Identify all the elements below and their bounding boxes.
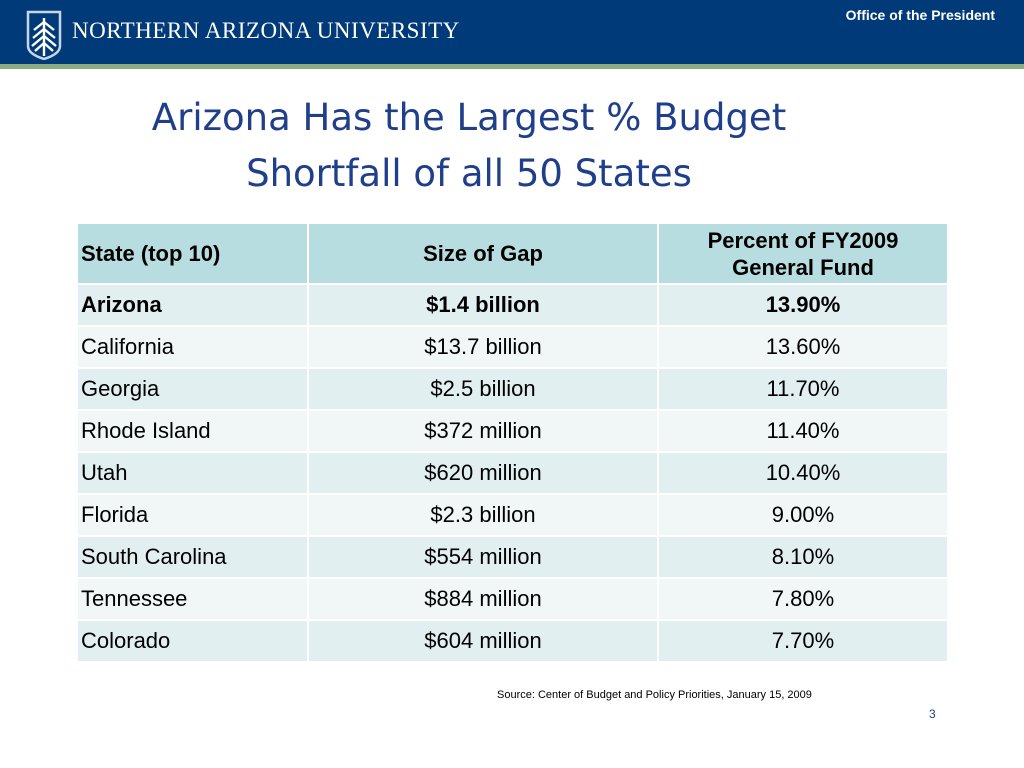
table-header-row: State (top 10) Size of Gap Percent of FY…: [76, 222, 949, 285]
column-header-percent-line-2: General Fund: [732, 254, 874, 280]
state-cell: California: [76, 325, 309, 369]
header-accent-rule: [0, 64, 1024, 69]
table-row: California $13.7 billion 13.60%: [76, 325, 949, 369]
university-name: NORTHERN ARIZONA UNIVERSITY: [72, 18, 460, 43]
gap-cell: $604 million: [307, 619, 659, 663]
table-row: Georgia $2.5 billion 11.70%: [76, 367, 949, 411]
state-cell: Georgia: [76, 367, 309, 411]
gap-cell: $13.7 billion: [307, 325, 659, 369]
table-row: Rhode Island $372 million 11.40%: [76, 409, 949, 453]
percent-cell: 7.80%: [657, 577, 949, 621]
gap-cell: $884 million: [307, 577, 659, 621]
table-row: Arizona $1.4 billion 13.90%: [76, 283, 949, 327]
table-row: Tennessee $884 million 7.80%: [76, 577, 949, 621]
state-cell: Utah: [76, 451, 309, 495]
page-number: 3: [929, 707, 936, 721]
gap-cell: $2.3 billion: [307, 493, 659, 537]
state-cell: Rhode Island: [76, 409, 309, 453]
percent-cell: 13.60%: [657, 325, 949, 369]
column-header-percent-line-1: Percent of FY2009: [707, 227, 899, 253]
percent-cell: 11.40%: [657, 409, 949, 453]
column-header-percent: Percent of FY2009 General Fund: [657, 222, 949, 285]
slide-title-line-2: Shortfall of all 50 States: [246, 152, 692, 195]
state-cell: Florida: [76, 493, 309, 537]
percent-cell: 13.90%: [657, 283, 949, 327]
nau-pine-logo-icon: [26, 10, 62, 60]
gap-cell: $554 million: [307, 535, 659, 579]
office-label: Office of the President: [845, 7, 995, 23]
table-row: Florida $2.3 billion 9.00%: [76, 493, 949, 537]
gap-cell: $372 million: [307, 409, 659, 453]
table-row: South Carolina $554 million 8.10%: [76, 535, 949, 579]
state-cell: Colorado: [76, 619, 309, 663]
gap-cell: $2.5 billion: [307, 367, 659, 411]
header-bar: NORTHERN ARIZONA UNIVERSITY Office of th…: [0, 0, 1024, 64]
gap-cell: $1.4 billion: [307, 283, 659, 327]
state-cell: South Carolina: [76, 535, 309, 579]
source-citation: Source: Center of Budget and Policy Prio…: [497, 689, 812, 701]
state-cell: Tennessee: [76, 577, 309, 621]
budget-shortfall-table: State (top 10) Size of Gap Percent of FY…: [76, 222, 949, 663]
percent-cell: 10.40%: [657, 451, 949, 495]
slide-title-line-1: Arizona Has the Largest % Budget: [151, 96, 787, 139]
state-cell: Arizona: [76, 283, 309, 327]
table-row: Utah $620 million 10.40%: [76, 451, 949, 495]
percent-cell: 11.70%: [657, 367, 949, 411]
percent-cell: 9.00%: [657, 493, 949, 537]
percent-cell: 7.70%: [657, 619, 949, 663]
column-header-gap: Size of Gap: [307, 222, 659, 285]
slide-title: Arizona Has the Largest % Budget Shortfa…: [90, 90, 848, 202]
percent-cell: 8.10%: [657, 535, 949, 579]
gap-cell: $620 million: [307, 451, 659, 495]
column-header-state: State (top 10): [76, 222, 309, 285]
table-row: Colorado $604 million 7.70%: [76, 619, 949, 663]
